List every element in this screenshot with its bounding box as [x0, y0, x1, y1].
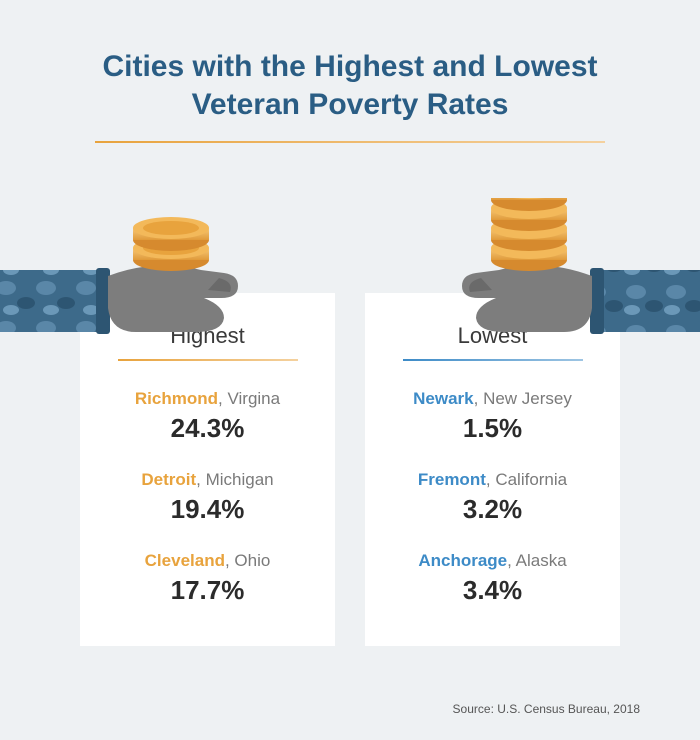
city-line: Anchorage, Alaska	[385, 551, 600, 571]
state-name: Virgina	[227, 389, 280, 408]
panel-underline-lowest	[403, 359, 583, 361]
state-name: ,	[196, 470, 205, 489]
city-name: Detroit	[141, 470, 196, 489]
pct-value: 1.5%	[385, 413, 600, 444]
list-item: Anchorage, Alaska 3.4%	[385, 551, 600, 606]
panel-highest: Highest Richmond, Virgina 24.3% Detroit,…	[80, 293, 335, 646]
city-line: Cleveland, Ohio	[100, 551, 315, 571]
city-line: Detroit, Michigan	[100, 470, 315, 490]
state-name: Michigan	[206, 470, 274, 489]
state-name: New Jersey	[483, 389, 572, 408]
city-line: Fremont, California	[385, 470, 600, 490]
city-name: Fremont	[418, 470, 486, 489]
city-name: Anchorage	[418, 551, 507, 570]
list-item: Cleveland, Ohio 17.7%	[100, 551, 315, 606]
state-name: ,	[507, 551, 516, 570]
pct-value: 3.2%	[385, 494, 600, 525]
city-line: Richmond, Virgina	[100, 389, 315, 409]
state-name: ,	[474, 389, 483, 408]
coin-stack-right	[491, 198, 567, 271]
city-name: Newark	[413, 389, 473, 408]
city-name: Cleveland	[145, 551, 225, 570]
panels-container: Highest Richmond, Virgina 24.3% Detroit,…	[0, 203, 700, 646]
state-name: Alaska	[516, 551, 567, 570]
hand-illustration-right	[424, 198, 700, 348]
page-title: Cities with the Highest and Lowest Veter…	[0, 0, 700, 141]
city-line: Newark, New Jersey	[385, 389, 600, 409]
city-name: Richmond	[135, 389, 218, 408]
state-name: ,	[225, 551, 234, 570]
hand-illustration-left	[0, 198, 276, 348]
list-item: Richmond, Virgina 24.3%	[100, 389, 315, 444]
pct-value: 17.7%	[100, 575, 315, 606]
pct-value: 3.4%	[385, 575, 600, 606]
pct-value: 24.3%	[100, 413, 315, 444]
list-item: Fremont, California 3.2%	[385, 470, 600, 525]
state-name: Ohio	[234, 551, 270, 570]
list-item: Detroit, Michigan 19.4%	[100, 470, 315, 525]
pct-value: 19.4%	[100, 494, 315, 525]
title-underline	[95, 141, 605, 143]
source-text: Source: U.S. Census Bureau, 2018	[453, 702, 640, 716]
coin-stack-left	[133, 217, 209, 271]
panel-lowest: Lowest Newark, New Jersey 1.5% Fremont, …	[365, 293, 620, 646]
state-name: ,	[486, 470, 495, 489]
state-name: California	[495, 470, 567, 489]
list-item: Newark, New Jersey 1.5%	[385, 389, 600, 444]
panel-underline-highest	[118, 359, 298, 361]
